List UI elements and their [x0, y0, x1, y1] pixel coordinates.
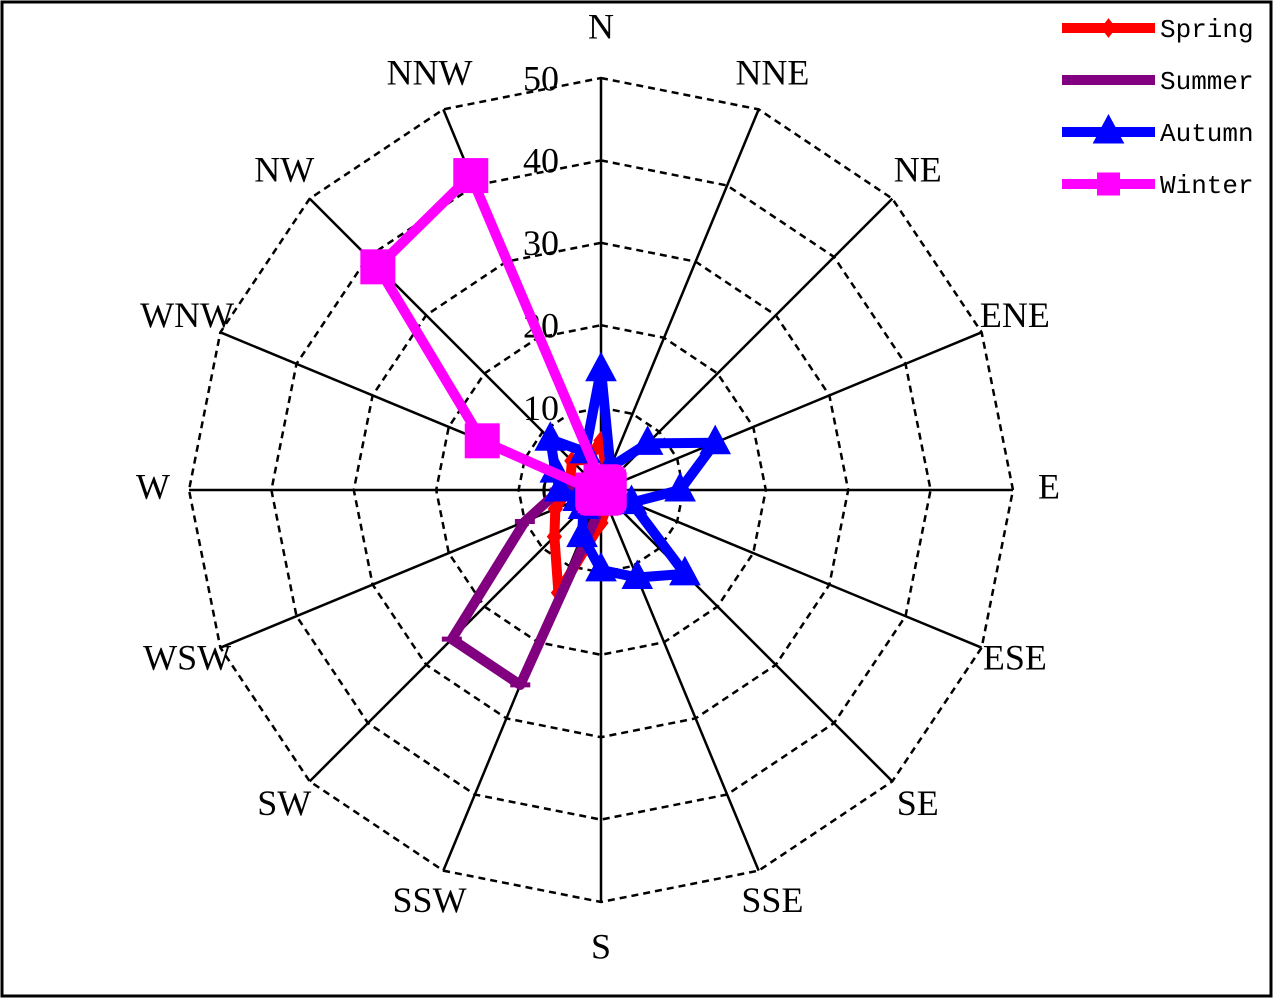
- legend-label: Winter: [1160, 171, 1254, 201]
- direction-label: W: [136, 466, 170, 506]
- marker: [631, 425, 664, 455]
- spoke: [599, 489, 760, 872]
- grid-ring: [270, 159, 932, 821]
- r-tick-label: 40: [523, 141, 559, 181]
- legend-label: Spring: [1160, 15, 1254, 45]
- marker: [699, 424, 732, 455]
- marker: [566, 517, 598, 548]
- marker: [575, 472, 611, 508]
- direction-label: NE: [894, 149, 942, 189]
- direction-label: E: [1038, 466, 1060, 506]
- marker: [585, 551, 617, 582]
- direction-label: SSW: [393, 880, 467, 920]
- marker: [543, 471, 576, 502]
- r-tick-label: 10: [523, 388, 559, 428]
- marker: [669, 555, 701, 586]
- direction-label: SE: [897, 783, 939, 823]
- marker: [464, 423, 500, 459]
- marker: [664, 471, 696, 502]
- legend-marker: [1097, 172, 1120, 196]
- direction-label: WNW: [140, 295, 234, 335]
- direction-label: S: [591, 926, 611, 966]
- direction-label: SW: [257, 783, 311, 823]
- direction-label: WSW: [143, 638, 231, 678]
- marker: [360, 249, 396, 285]
- marker: [453, 158, 489, 194]
- spoke: [600, 489, 894, 783]
- direction-label: NNW: [387, 52, 473, 92]
- spoke: [599, 108, 760, 491]
- marker: [534, 421, 567, 451]
- marker: [585, 351, 617, 382]
- marker: [546, 526, 563, 547]
- legend-marker: [1100, 18, 1117, 38]
- direction-label: NW: [254, 149, 314, 189]
- direction-label: N: [588, 6, 614, 46]
- legend-label: Summer: [1160, 67, 1254, 97]
- direction-label: NNE: [735, 52, 809, 92]
- marker: [547, 499, 563, 519]
- spoke: [600, 331, 983, 492]
- r-tick-label: 30: [523, 223, 559, 263]
- marker: [621, 559, 654, 590]
- r-tick-label: 50: [523, 58, 559, 98]
- legend-label: Autumn: [1160, 119, 1254, 149]
- direction-label: ESE: [983, 638, 1047, 678]
- legend-marker: [1092, 113, 1125, 144]
- direction-label: SSE: [741, 880, 803, 920]
- direction-label: ENE: [980, 295, 1050, 335]
- spoke: [600, 488, 983, 649]
